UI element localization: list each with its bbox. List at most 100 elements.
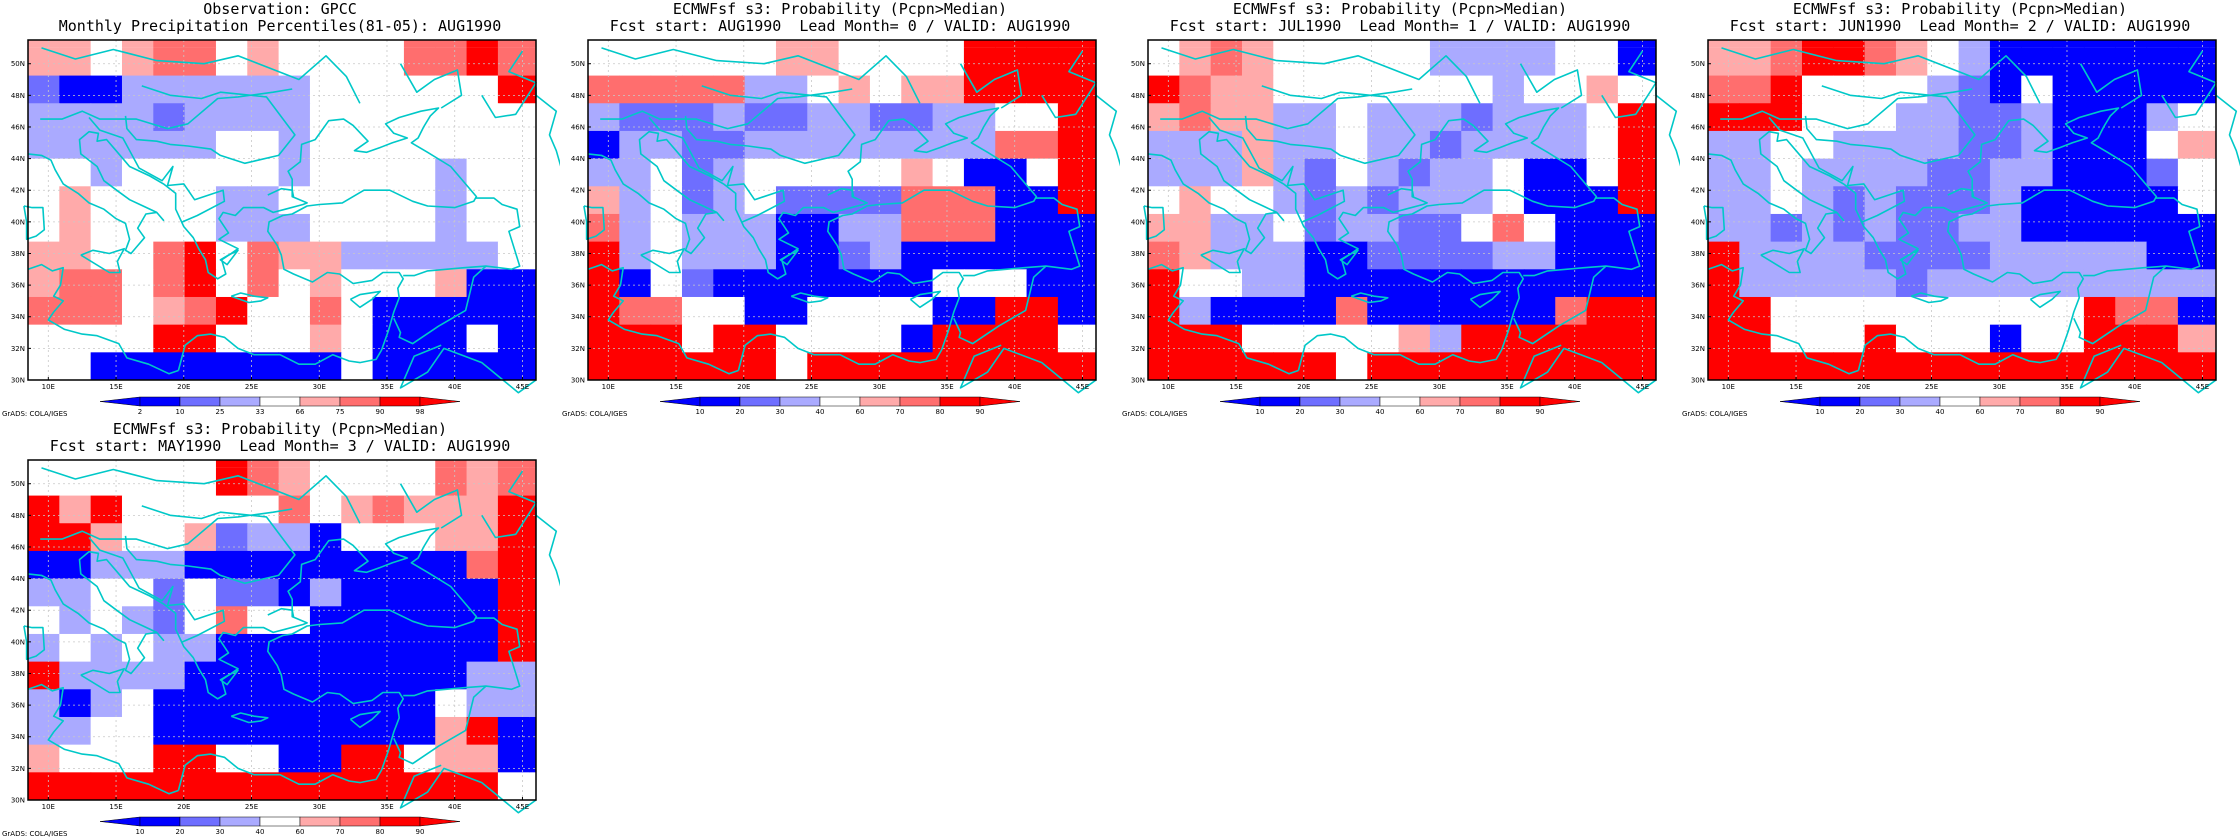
coastline (1513, 265, 1607, 345)
coastlines (1143, 47, 1680, 394)
grid-cell (90, 40, 123, 48)
grid-cell (1833, 40, 1866, 48)
grid-cell (588, 158, 620, 187)
grid-cell (1555, 269, 1588, 298)
grid-cell (838, 75, 871, 104)
coastline (1519, 344, 1657, 394)
grid-cell (59, 75, 92, 104)
grid-cell (1367, 241, 1400, 270)
grid-cell (2052, 241, 2085, 270)
grid-cell (1429, 130, 1462, 160)
grid-cell (681, 269, 714, 298)
grid-cell (1649, 241, 1656, 270)
grid-cell (995, 324, 1028, 353)
grid-cell (121, 75, 154, 104)
grid-cell (713, 269, 746, 298)
coastlines (23, 467, 560, 814)
grid-cell (2021, 47, 2054, 77)
grid-cell (1429, 213, 1462, 243)
grid-cell (466, 467, 499, 497)
lon-tick-label: 10E (602, 383, 615, 391)
grid-cell (497, 352, 530, 381)
coastline (959, 344, 1097, 394)
grid-cell (1708, 186, 1740, 215)
grid-cell (713, 158, 746, 187)
grid-cell (466, 213, 499, 243)
grid-cell (529, 633, 536, 663)
grid-cell (588, 186, 620, 215)
coastline (1161, 47, 1481, 104)
grid-cell (1989, 296, 2022, 326)
grid-cell (2115, 269, 2148, 298)
grid-cell (435, 296, 468, 326)
lon-tick-label: 10E (42, 803, 55, 811)
colorbar-label: 70 (896, 408, 905, 416)
coastline (2029, 290, 2061, 309)
grid-cell (184, 269, 217, 298)
grid-cell (435, 467, 468, 497)
grid-cell (153, 460, 186, 468)
map-figure: 30N 32N 34N 36N 38N 40N 42N 44N 46N 48N 50N 10E 15E 2… (11, 39, 560, 416)
grid-cell (184, 716, 217, 746)
grid-cell (1739, 40, 1772, 48)
grid-cell (838, 40, 871, 48)
grid-cell (1026, 296, 1059, 326)
colorbar-segment (379, 816, 421, 827)
grid-cell (278, 460, 311, 468)
grid-cell (1555, 158, 1588, 187)
colorbar-segment (179, 396, 221, 407)
grid-cell (309, 523, 342, 552)
grid-cell (403, 241, 436, 270)
grid-cell (215, 744, 248, 773)
grid-cell (744, 130, 777, 160)
grid-cell (1089, 186, 1096, 215)
grid-cell (1649, 75, 1656, 104)
grid-cell (1895, 103, 1928, 132)
grid-cell (1555, 103, 1588, 132)
grid-cell (713, 75, 746, 104)
grid-cell (278, 75, 311, 104)
lon-tick-label: 10E (1722, 383, 1735, 391)
grid-cell (153, 606, 186, 635)
grid-cell (2146, 352, 2179, 381)
grid-cell (1523, 241, 1556, 270)
grid-cell (435, 495, 468, 524)
grid-cell (215, 352, 248, 381)
grid-cell (2177, 269, 2210, 298)
grid-cell (995, 158, 1028, 187)
grid-cell (1617, 47, 1650, 77)
grid-cell (309, 241, 342, 270)
grid-cell (372, 47, 405, 77)
grid-cell (341, 550, 374, 580)
grid-cell (28, 158, 60, 187)
colorbar-segment (1939, 396, 1981, 407)
colorbar-segment (139, 816, 181, 827)
grid-cell (2115, 103, 2148, 132)
grid-cell (1273, 186, 1306, 215)
grid-cell (184, 130, 217, 160)
grid-cell (1895, 296, 1928, 326)
panel-observation: Observation: GPCC Monthly Precipitation … (0, 0, 560, 420)
grid-cell (497, 633, 530, 663)
grid-cell (90, 772, 123, 801)
grid-cell (59, 40, 92, 48)
grid-cell (1958, 296, 1991, 326)
grid-cell (372, 661, 405, 690)
grid-cell (309, 213, 342, 243)
grid-cell (247, 495, 280, 524)
grid-cell (1210, 296, 1243, 326)
grid-cell (497, 296, 530, 326)
grid-cell (247, 772, 280, 801)
grid-cell (435, 40, 468, 48)
coastlines (583, 47, 1120, 394)
grid-cell (435, 241, 468, 270)
grid-cell (1398, 158, 1431, 187)
grid-cell (869, 352, 902, 381)
grid-cell (838, 296, 871, 326)
lat-tick-label: 30N (1131, 377, 1145, 385)
colorbar-label: 40 (1376, 408, 1385, 416)
grid-cell (2209, 269, 2216, 298)
coastline (27, 683, 179, 795)
grid-cell (278, 40, 311, 48)
grid-cell (341, 772, 374, 801)
